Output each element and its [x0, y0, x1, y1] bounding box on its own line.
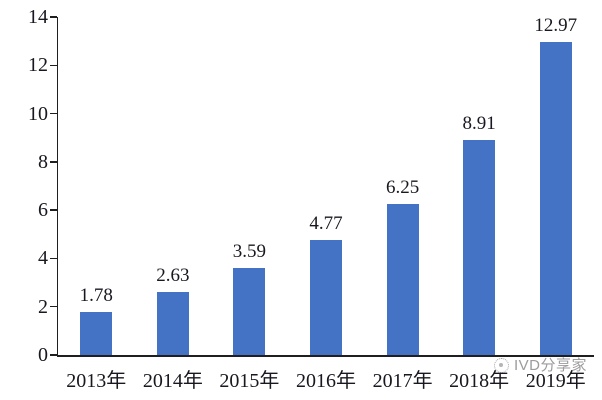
y-axis-tick-label: 6 — [38, 199, 48, 222]
watermark: IVD分享家 — [494, 357, 587, 374]
y-axis-tick-label: 8 — [38, 150, 48, 173]
y-axis-tick-label: 10 — [28, 102, 48, 125]
bar — [80, 312, 113, 355]
y-axis-tick-label: 4 — [38, 247, 48, 270]
y-axis-line — [56, 17, 58, 357]
bar — [539, 41, 572, 355]
y-axis-tick — [49, 161, 57, 163]
y-axis-tick-label: 12 — [28, 54, 48, 77]
y-axis-tick-label: 14 — [28, 6, 48, 28]
x-axis-category-label: 2016年 — [296, 370, 356, 392]
bar-value-label: 4.77 — [309, 212, 343, 234]
x-axis-line — [56, 355, 594, 357]
bar — [463, 139, 496, 355]
x-axis-category-label: 2017年 — [372, 370, 433, 392]
bar — [233, 268, 266, 355]
bar-value-label: 1.78 — [79, 285, 113, 307]
y-axis-tick — [49, 16, 57, 18]
bar-value-label: 12.97 — [534, 14, 578, 36]
bar-value-label: 3.59 — [232, 241, 267, 263]
y-axis-tick — [49, 354, 57, 356]
x-axis-category-label: 2019年 — [525, 370, 586, 392]
y-axis-tick — [49, 209, 57, 211]
y-axis-tick-label: 2 — [38, 295, 48, 318]
x-axis-category-label: 2018年 — [449, 370, 510, 392]
y-axis-tick — [49, 64, 57, 67]
bar-value-label: 2.63 — [156, 264, 190, 286]
x-axis-category-label: 2014年 — [142, 370, 203, 392]
x-axis-category-label: 2013年 — [66, 370, 127, 392]
y-axis-tick — [49, 257, 57, 260]
bar — [386, 204, 419, 355]
watermark-text: IVD分享家 — [514, 357, 588, 374]
y-axis-tick — [49, 305, 57, 308]
bar-value-label: 6.25 — [385, 177, 420, 199]
bar — [156, 291, 189, 355]
x-axis-category-label: 2015年 — [219, 370, 280, 392]
bar — [310, 239, 342, 355]
circle-logo-icon — [494, 358, 509, 373]
y-axis-tick-label: 0 — [38, 344, 48, 366]
y-axis-tick — [49, 112, 57, 115]
bar-value-label: 8.91 — [462, 112, 496, 134]
